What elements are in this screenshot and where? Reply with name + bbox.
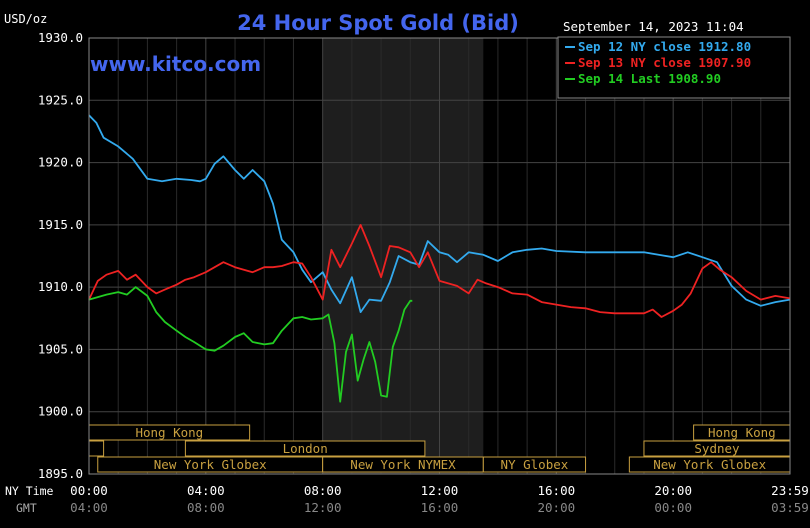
y-tick-label: 1920.0 <box>38 155 83 170</box>
x-tick-label-gmt: 04:00 <box>70 500 108 515</box>
x-axis-ticks: 00:00 04:00 04:00 08:00 08:00 12:00 12:00 16:00… <box>70 483 809 515</box>
y-tick-label: 1915.0 <box>38 217 83 232</box>
y-tick-label: 1900.0 <box>38 404 83 419</box>
legend-entry: Sep 12 NY close 1912.80 <box>578 39 751 54</box>
x-tick-label-ny: 00:00 <box>70 483 108 498</box>
shaded-session-band <box>322 38 484 474</box>
series-lines <box>88 114 791 403</box>
y-tick-label: 1910.0 <box>38 279 83 294</box>
gmt-row-label: GMT <box>16 501 37 515</box>
y-tick-label: 1930.0 <box>38 30 83 45</box>
x-tick-label-ny: 08:00 <box>304 483 342 498</box>
x-tick-label-gmt: 03:59 <box>771 500 809 515</box>
session-bar <box>184 440 426 457</box>
legend-entry: Sep 14 Last 1908.90 <box>578 71 721 86</box>
x-tick-label-gmt: 12:00 <box>304 500 342 515</box>
y-tick-label: 1895.0 <box>38 466 83 481</box>
session-bar <box>88 440 105 457</box>
series-line-1 <box>88 114 791 313</box>
chart-title: 24 Hour Spot Gold (Bid) <box>237 11 519 35</box>
ny-time-row-label: NY Time <box>5 484 54 498</box>
nymex-session-shading <box>322 38 484 474</box>
x-tick-label-ny: 04:00 <box>187 483 225 498</box>
legend-box <box>557 36 791 99</box>
session-bars: Hong Kong London New York Globex New York N… <box>88 424 791 473</box>
x-tick-label-gmt: 00:00 <box>654 500 692 515</box>
legend-entry: Sep 13 NY close 1907.90 <box>578 55 751 70</box>
session-label: Hong Kong <box>708 425 776 440</box>
y-axis-ticks: 1930.0 1925.0 1920.0 1915.0 1910.0 1905.0 1900… <box>38 30 83 481</box>
y-axis-label: USD/oz <box>4 12 47 26</box>
series-line-2 <box>88 224 791 318</box>
session-label: Sydney <box>694 441 740 456</box>
session-label: New York Globex <box>653 457 766 472</box>
session-label: New York Globex <box>154 457 267 472</box>
series-line-3 <box>88 286 413 403</box>
plot-frame <box>88 37 791 475</box>
x-tick-label-gmt: 08:00 <box>187 500 225 515</box>
x-tick-label-ny: 12:00 <box>421 483 459 498</box>
x-tick-label-gmt: 16:00 <box>421 500 459 515</box>
session-label: Hong Kong <box>135 425 203 440</box>
watermark-url: www.kitco.com <box>90 52 261 76</box>
session-label: NY Globex <box>501 457 569 472</box>
x-tick-label-gmt: 20:00 <box>538 500 576 515</box>
x-tick-label-ny: 20:00 <box>654 483 692 498</box>
session-label: New York NYMEX <box>350 457 456 472</box>
y-tick-label: 1925.0 <box>38 92 83 107</box>
x-tick-label-ny: 16:00 <box>538 483 576 498</box>
y-tick-label: 1905.0 <box>38 341 83 356</box>
session-bar <box>482 456 587 473</box>
timestamp: September 14, 2023 11:04 <box>563 19 744 34</box>
x-tick-label-ny: 23:59 <box>771 483 809 498</box>
session-label: London <box>283 441 328 456</box>
